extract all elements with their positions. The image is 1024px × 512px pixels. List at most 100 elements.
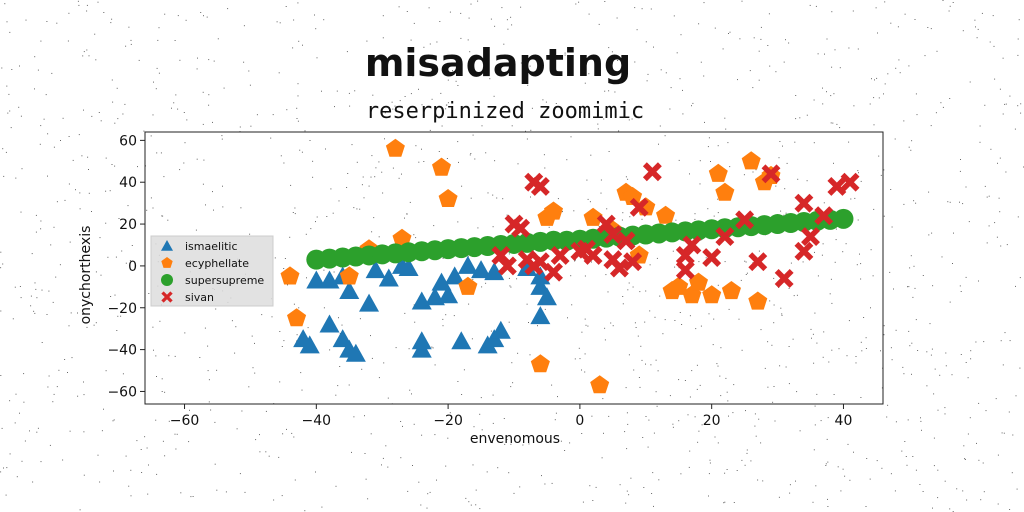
noise-dot bbox=[130, 495, 132, 497]
noise-dot bbox=[901, 450, 903, 452]
noise-dot bbox=[215, 308, 217, 310]
noise-dot bbox=[983, 341, 985, 343]
noise-dot bbox=[778, 496, 780, 498]
noise-dot bbox=[723, 502, 725, 504]
noise-dot bbox=[858, 172, 859, 174]
noise-dot bbox=[382, 15, 384, 17]
data-point-ismaelitic bbox=[517, 258, 538, 276]
noise-dot bbox=[307, 327, 309, 329]
noise-dot bbox=[911, 373, 912, 375]
noise-dot bbox=[639, 386, 641, 388]
noise-dot bbox=[120, 315, 122, 317]
noise-dot bbox=[857, 170, 859, 172]
noise-dot bbox=[902, 366, 904, 368]
noise-dot bbox=[656, 257, 658, 259]
noise-dot bbox=[616, 17, 618, 19]
noise-dot bbox=[447, 79, 449, 81]
noise-dot bbox=[655, 359, 657, 361]
noise-dot bbox=[584, 275, 586, 277]
noise-dot bbox=[0, 310, 2, 312]
noise-dot bbox=[29, 430, 30, 432]
noise-dot bbox=[222, 206, 224, 208]
noise-dot bbox=[736, 470, 738, 471]
noise-dot bbox=[117, 118, 119, 120]
noise-dot bbox=[587, 325, 589, 327]
noise-dot bbox=[79, 208, 81, 210]
noise-dot bbox=[947, 201, 949, 203]
noise-dot bbox=[717, 212, 719, 214]
noise-dot bbox=[970, 350, 972, 352]
series-ismaelitic bbox=[293, 255, 557, 362]
noise-dot bbox=[809, 4, 811, 6]
noise-dot bbox=[555, 103, 557, 104]
noise-dot bbox=[626, 412, 628, 414]
noise-dot bbox=[284, 258, 286, 259]
noise-dot bbox=[670, 87, 672, 89]
noise-dot bbox=[400, 457, 402, 459]
noise-dot bbox=[531, 107, 533, 109]
noise-dot bbox=[445, 314, 447, 316]
noise-dot bbox=[860, 397, 862, 398]
noise-dot bbox=[296, 118, 298, 119]
noise-dot bbox=[920, 420, 922, 422]
y-axis-label: onychorthexis bbox=[78, 226, 94, 325]
data-point-ecyphellate bbox=[708, 163, 728, 182]
noise-dot bbox=[152, 207, 154, 209]
noise-dot bbox=[817, 275, 819, 277]
noise-dot bbox=[94, 33, 96, 35]
noise-dot bbox=[281, 346, 283, 347]
noise-dot bbox=[508, 253, 510, 255]
noise-dot bbox=[745, 410, 746, 412]
noise-dot bbox=[265, 410, 267, 412]
noise-dot bbox=[899, 72, 901, 74]
noise-dot bbox=[758, 79, 760, 81]
noise-dot bbox=[334, 106, 335, 108]
noise-dot bbox=[831, 349, 833, 351]
noise-dot bbox=[845, 243, 847, 245]
noise-dot bbox=[834, 49, 836, 51]
noise-dot bbox=[842, 251, 844, 253]
noise-dot bbox=[974, 19, 976, 21]
noise-dot bbox=[55, 276, 57, 278]
noise-dot bbox=[990, 148, 992, 150]
noise-dot bbox=[999, 211, 1001, 213]
noise-dot bbox=[51, 72, 53, 74]
noise-dot bbox=[156, 67, 158, 69]
noise-dot bbox=[933, 465, 935, 467]
noise-dot bbox=[604, 327, 606, 329]
noise-dot bbox=[162, 215, 164, 217]
noise-dot bbox=[724, 472, 726, 474]
noise-dot bbox=[304, 510, 306, 512]
noise-dot bbox=[180, 492, 182, 494]
noise-dot bbox=[293, 436, 295, 438]
noise-dot bbox=[930, 125, 932, 127]
noise-dot bbox=[575, 3, 577, 5]
noise-dot bbox=[407, 64, 409, 66]
noise-dot bbox=[1004, 103, 1006, 105]
noise-dot bbox=[12, 318, 14, 320]
noise-dot bbox=[116, 330, 118, 331]
noise-dot bbox=[806, 180, 808, 182]
noise-dot bbox=[56, 386, 58, 388]
noise-dot bbox=[915, 93, 917, 95]
noise-dot bbox=[53, 393, 55, 395]
noise-dot bbox=[691, 370, 693, 372]
noise-dot bbox=[886, 416, 888, 418]
noise-dot bbox=[658, 479, 660, 481]
noise-dot bbox=[891, 359, 893, 361]
noise-dot bbox=[581, 331, 583, 333]
noise-dot bbox=[717, 284, 719, 286]
noise-dot bbox=[406, 213, 408, 215]
noise-dot bbox=[937, 497, 939, 499]
noise-dot bbox=[274, 257, 276, 259]
noise-dot bbox=[566, 159, 568, 161]
noise-dot bbox=[112, 420, 114, 422]
noise-dot bbox=[890, 347, 892, 349]
noise-dot bbox=[356, 208, 358, 210]
noise-dot bbox=[674, 266, 676, 268]
noise-dot bbox=[507, 28, 509, 30]
data-point-ecyphellate bbox=[669, 276, 689, 295]
noise-dot bbox=[827, 498, 828, 500]
noise-dot bbox=[648, 419, 650, 421]
noise-dot bbox=[69, 241, 71, 243]
